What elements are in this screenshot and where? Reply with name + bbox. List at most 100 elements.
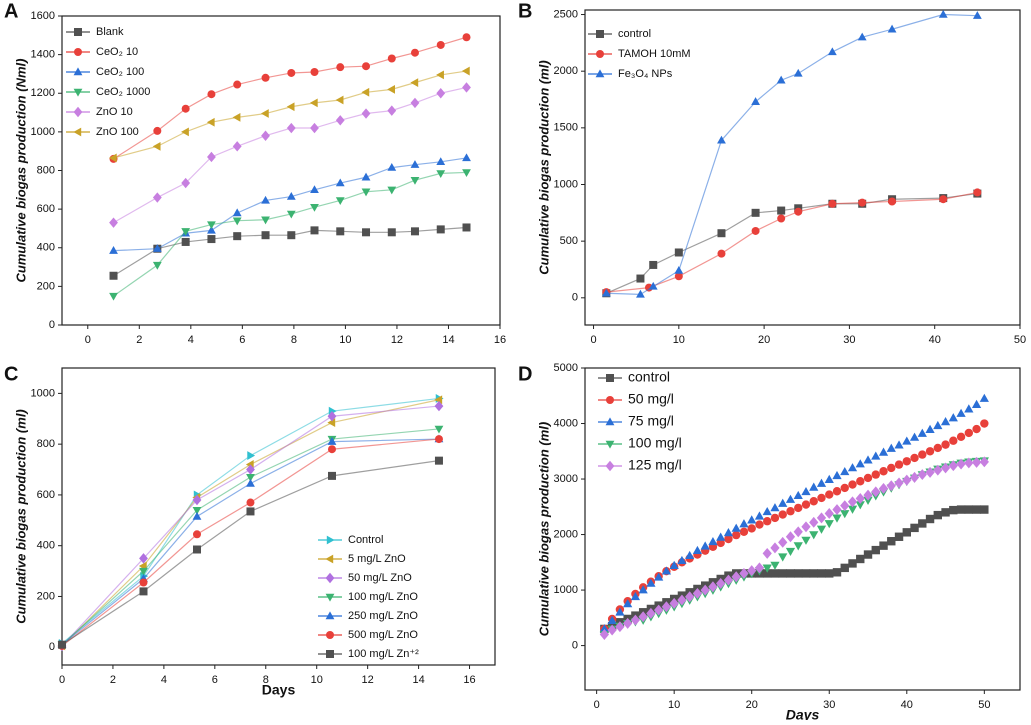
data-point	[739, 519, 749, 528]
x-axis-label: Days	[786, 707, 820, 720]
data-point	[434, 456, 443, 465]
data-point	[286, 122, 296, 134]
y-tick-label: 800	[37, 438, 55, 450]
data-point	[181, 127, 189, 137]
y-tick-label: 0	[49, 319, 55, 331]
legend-label: CeO₂ 100	[96, 66, 144, 78]
data-point	[362, 62, 371, 71]
legend-label: Blank	[96, 26, 124, 38]
data-point	[654, 572, 664, 581]
data-point	[181, 104, 190, 113]
data-point	[716, 538, 725, 548]
data-point	[310, 185, 319, 194]
y-tick-label: 0	[572, 639, 578, 651]
x-tick-label: 6	[239, 334, 245, 346]
panel-label: C	[4, 363, 18, 385]
data-point	[956, 458, 966, 470]
data-point	[724, 534, 733, 544]
data-point	[925, 424, 935, 433]
data-point	[674, 266, 684, 274]
x-tick-label: 10	[668, 699, 680, 711]
legend-marker	[325, 593, 335, 602]
data-point	[824, 507, 834, 519]
data-point	[261, 73, 270, 82]
legend-label: 50 mg/L ZnO	[348, 572, 412, 584]
data-point	[972, 505, 981, 514]
legend-label: 100 mg/L ZnO	[348, 591, 418, 603]
data-point	[971, 399, 982, 409]
data-point	[770, 569, 780, 578]
data-point	[410, 176, 420, 185]
data-point	[964, 457, 974, 469]
data-point	[762, 547, 772, 559]
legend-label: 250 mg/L ZnO	[348, 610, 418, 622]
data-point	[824, 520, 834, 529]
legend-marker	[606, 374, 614, 382]
legend-label: 100 mg/l	[628, 435, 682, 451]
data-point	[207, 221, 216, 230]
legend-label: ZnO 100	[96, 126, 139, 138]
data-point	[153, 126, 162, 135]
data-point	[793, 490, 803, 500]
data-point	[894, 440, 904, 449]
series-line	[606, 191, 978, 293]
data-point	[816, 478, 827, 487]
legend-label: ZnO 10	[96, 106, 133, 118]
data-point	[832, 568, 842, 577]
data-point	[785, 494, 796, 503]
data-point	[832, 470, 842, 480]
legend-marker	[73, 88, 83, 97]
series-line	[606, 192, 978, 294]
data-point	[232, 208, 242, 217]
data-point	[940, 462, 951, 474]
data-point	[109, 271, 118, 280]
data-point	[669, 597, 679, 609]
data-point	[979, 456, 989, 468]
data-point	[973, 188, 982, 197]
data-point	[840, 563, 849, 573]
data-point	[410, 227, 419, 236]
x-tick-label: 12	[362, 674, 374, 686]
data-point	[855, 459, 865, 468]
data-point	[964, 505, 974, 514]
data-point	[863, 455, 873, 464]
data-point	[902, 436, 912, 445]
y-tick-label: 200	[37, 590, 55, 602]
data-point	[879, 467, 888, 476]
data-point	[871, 470, 880, 479]
data-point	[925, 466, 935, 478]
series-line	[61, 397, 440, 644]
data-point	[751, 97, 760, 105]
data-point	[776, 75, 786, 84]
data-point	[770, 542, 780, 554]
x-axis-label: Days	[262, 682, 296, 698]
data-point	[918, 450, 927, 459]
legend-label: Fe₃O₄ NPs	[618, 68, 673, 80]
data-point	[894, 460, 904, 469]
series-line	[61, 399, 440, 647]
data-point	[246, 507, 255, 516]
legend-marker	[325, 572, 335, 584]
data-point	[956, 505, 966, 514]
data-point	[233, 232, 242, 241]
data-point	[964, 428, 974, 438]
data-point	[801, 486, 811, 496]
series-line	[113, 86, 467, 224]
x-tick-label: 30	[843, 334, 855, 346]
data-point	[716, 532, 726, 541]
data-point	[887, 537, 896, 546]
data-point	[58, 640, 66, 649]
data-point	[910, 523, 919, 533]
y-tick-label: 600	[37, 489, 55, 501]
data-point	[232, 141, 242, 152]
y-tick-label: 500	[560, 235, 578, 247]
data-point	[646, 578, 656, 587]
data-point	[192, 545, 201, 554]
data-point	[863, 550, 873, 559]
data-point	[361, 87, 370, 97]
data-point	[794, 503, 803, 513]
data-point	[763, 569, 772, 578]
legend-label: 50 mg/l	[628, 391, 674, 407]
legend-label: control	[628, 369, 670, 385]
data-point	[387, 228, 396, 237]
